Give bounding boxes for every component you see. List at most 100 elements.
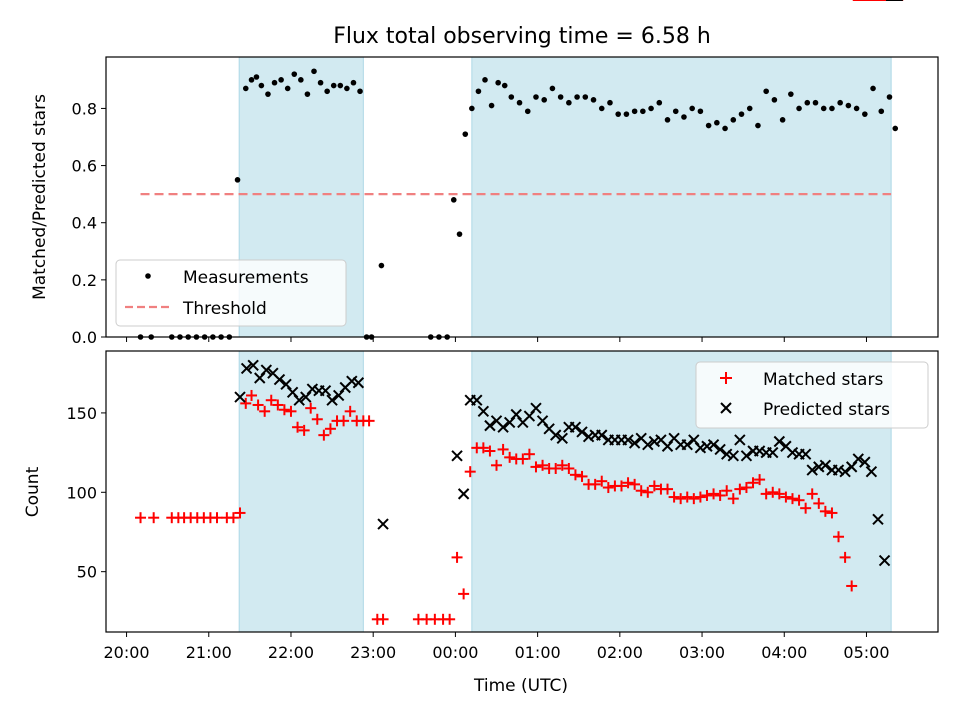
- predicted-point: [865, 465, 878, 478]
- matched-point: [272, 399, 284, 411]
- matched-point: [240, 397, 252, 409]
- matched-point: [504, 451, 516, 463]
- predicted-point: [550, 429, 562, 441]
- matched-point: [318, 429, 330, 441]
- predicted-point: [628, 437, 641, 449]
- predicted-point-b: [859, 456, 871, 468]
- matched-point: [734, 483, 746, 495]
- predicted-point: [622, 434, 634, 446]
- matched-point: [363, 415, 375, 427]
- predicted-point: [694, 442, 707, 454]
- predicted-point-b: [734, 434, 746, 446]
- matched-point: [569, 469, 581, 481]
- predicted-point: [240, 362, 253, 375]
- predicted-point-b: [832, 464, 845, 476]
- measurement-point: [317, 79, 324, 86]
- matched-point: [550, 462, 562, 474]
- measurement-point: [265, 91, 271, 97]
- predicted-point-b: [701, 440, 713, 452]
- measurement-point: [648, 105, 654, 112]
- predicted-point-b: [280, 378, 292, 391]
- matched-point: [615, 480, 627, 492]
- matched-point: [767, 486, 779, 498]
- matched-point: [793, 494, 805, 506]
- count-plot-frame: [105, 350, 939, 633]
- ratio-legend: Measurements Threshold: [115, 259, 347, 327]
- predicted-point: [260, 364, 273, 376]
- matched-point: [227, 512, 239, 524]
- predicted-point-b: [865, 465, 878, 478]
- predicted-point-b: [799, 448, 812, 460]
- predicted-point: [273, 373, 286, 386]
- predicted-point-b: [247, 359, 259, 371]
- ratio-x-ticks: [126, 337, 867, 342]
- matched-point: [846, 580, 858, 592]
- count-x-tick-label: 01:00: [515, 643, 561, 662]
- predicted-point: [878, 554, 891, 567]
- predicted-point: [293, 394, 305, 406]
- measurement-point: [804, 99, 811, 106]
- count-x-tick-label: 02:00: [597, 643, 643, 662]
- matched-point: [135, 512, 147, 524]
- predicted-point-b: [878, 554, 891, 567]
- matched-point: [491, 459, 503, 471]
- predicted-point-b: [596, 429, 608, 441]
- ratio-y-label: Matched/Predicted stars: [30, 94, 50, 300]
- predicted-point: [234, 391, 246, 403]
- ratio-y-tick-label: 0.2: [72, 271, 97, 290]
- measurement-point: [746, 105, 753, 112]
- ratio-y-tick-label: 0.8: [72, 99, 97, 118]
- count-x-label: Time (UTC): [473, 676, 568, 696]
- predicted-point-b: [346, 375, 358, 387]
- predicted-point: [872, 513, 884, 525]
- measurement-point: [516, 99, 523, 106]
- predicted-point: [721, 448, 733, 460]
- predicted-point-b: [234, 391, 246, 403]
- matched-point: [622, 477, 634, 489]
- measurement-point: [350, 79, 357, 86]
- measurement-point: [253, 74, 260, 80]
- predicted-point: [569, 421, 582, 433]
- measurement-point: [796, 105, 802, 112]
- measurement-point: [304, 91, 311, 97]
- ratio-bands: [238, 56, 892, 338]
- count-x-tick-label: 23:00: [350, 643, 396, 662]
- count-x-axis: 20:00 21:00 22:00 23:00 00:00 01:00 02:00 03:00…: [103, 632, 890, 662]
- count-x-tick-label: 00:00: [432, 643, 478, 662]
- matched-point: [377, 613, 389, 625]
- count-x-tick-label: 22:00: [268, 643, 314, 662]
- measurement-point: [271, 79, 278, 86]
- matched-point: [278, 404, 290, 416]
- matched-point: [477, 442, 489, 454]
- ratio-y-tick-label: 0.6: [72, 157, 97, 176]
- measurement-point: [258, 82, 265, 89]
- matched-point: [721, 485, 733, 497]
- predicted-point-b: [477, 405, 490, 418]
- measurement-point: [337, 82, 344, 89]
- count-y-tick-label: 150: [66, 404, 97, 423]
- predicted-point-b: [740, 450, 753, 462]
- measurement-point: [738, 111, 745, 117]
- matched-point: [537, 459, 549, 471]
- legend-measurements-marker: [145, 273, 151, 279]
- legend-matched-marker: [720, 372, 732, 384]
- measurement-point: [242, 85, 249, 92]
- matched-point: [265, 394, 277, 406]
- predicted-point: [806, 464, 818, 476]
- legend-predicted-marker: [720, 402, 732, 414]
- matched-point: [662, 483, 674, 495]
- matched-point: [648, 480, 660, 492]
- predicted-point: [648, 435, 661, 448]
- predicted-point-b: [628, 437, 641, 449]
- predicted-point: [346, 375, 358, 387]
- predicted-point: [786, 446, 799, 459]
- matched-point: [668, 491, 680, 503]
- matched-point: [773, 488, 785, 500]
- legend-matched-label: Matched stars: [763, 370, 883, 390]
- matched-point: [458, 588, 470, 600]
- matched-point: [813, 497, 825, 509]
- predicted-point: [306, 383, 319, 395]
- ratio-y-axis: 0.0 0.2 0.4 0.6 0.8: [72, 99, 106, 347]
- ratio-shaded-band: [471, 56, 892, 338]
- count-panel: 50 100 150 20:00 21:00 22:00 23:00 00:00 01:00 0…: [23, 0, 939, 696]
